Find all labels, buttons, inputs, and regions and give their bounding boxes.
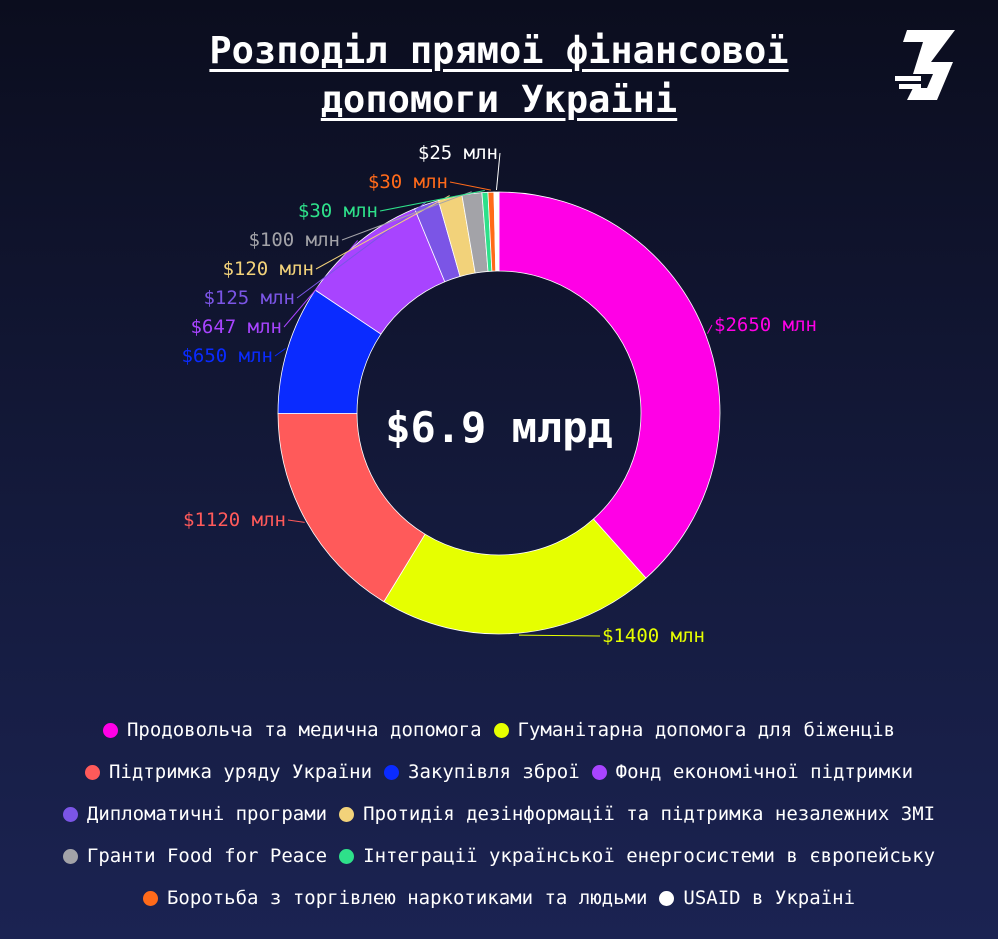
legend-label: Підтримка уряду України <box>108 761 373 783</box>
legend-item: Гранти Food for Peace <box>62 845 328 867</box>
legend-dot-icon <box>591 764 607 780</box>
legend-dot-icon <box>384 764 400 780</box>
legend-row-1: Підтримка уряду України Закупівля зброї Фо… <box>0 751 998 793</box>
center-total-label: $6.9 млрд <box>385 403 613 452</box>
legend-dot-icon <box>339 806 355 822</box>
legend-label: Дипломатичні програми <box>86 803 328 825</box>
legend-label: Гранти Food for Peace <box>86 845 328 867</box>
data-label-5: $125 млн <box>203 287 295 309</box>
legend-dot-icon <box>62 848 78 864</box>
legend-dot-icon <box>142 890 158 906</box>
donut-slice-0 <box>498 191 721 579</box>
title-line-2: допомоги Україні <box>320 78 678 121</box>
leader-line-9 <box>449 181 491 191</box>
legend-item: Дипломатичні програми <box>62 803 328 825</box>
legend-item: Фонд економічної підтримки <box>591 761 914 783</box>
legend-row-0: Продовольча та медична допомога Гуманітар… <box>0 709 998 751</box>
legend-item: Підтримка уряду України <box>84 761 373 783</box>
legend-dot-icon <box>339 848 355 864</box>
donut-chart: $2650 млн $1400 млн $1120 млн $650 млн $647 … <box>181 142 817 647</box>
legend-item: Продовольча та медична допомога <box>102 719 482 741</box>
legend-item: Боротьба з торгівлею наркотиками та людь… <box>142 887 648 909</box>
legend-dot-icon <box>102 722 118 738</box>
donut-slice-10 <box>493 191 500 272</box>
legend-dot-icon <box>62 806 78 822</box>
legend-item: Інтеграції української енергосистеми в є… <box>339 845 935 867</box>
data-label-2: $1120 млн <box>183 509 286 531</box>
data-label-10: $25 млн <box>418 142 498 164</box>
legend-row-3: Гранти Food for Peace Інтеграції українсь… <box>0 835 998 877</box>
legend-dot-icon <box>84 764 100 780</box>
legend-dot-icon <box>493 722 509 738</box>
legend-label: Фонд економічної підтримки <box>615 761 914 783</box>
legend-label: Протидія дезінформації та підтримка неза… <box>363 803 936 825</box>
legend-label: Закупівля зброї <box>408 761 580 783</box>
leader-line-2 <box>287 519 305 523</box>
legend-label: USAID в Україні <box>683 887 856 909</box>
legend: Продовольча та медична допомога Гуманітар… <box>0 709 998 919</box>
legend-label: Боротьба з торгівлею наркотиками та людь… <box>166 887 648 909</box>
data-label-3: $650 млн <box>181 345 273 367</box>
leader-line-10 <box>495 152 501 191</box>
leader-line-8 <box>379 189 485 212</box>
legend-item: Протидія дезінформації та підтримка неза… <box>339 803 935 825</box>
data-label-1: $1400 млн <box>602 625 705 647</box>
legend-dot-icon <box>659 890 675 906</box>
leader-line-5 <box>296 201 427 299</box>
leader-line-4 <box>283 240 359 328</box>
title-line-1: Розподіл прямої фінансової <box>209 29 789 72</box>
leader-line-1 <box>518 634 601 637</box>
legend-item: USAID в Україні <box>659 887 855 909</box>
leader-line-7 <box>341 191 472 241</box>
chart-title: Розподіл прямої фінансової допомоги Укра… <box>0 26 998 124</box>
data-label-7: $100 млн <box>248 229 340 251</box>
legend-label: Гуманітарна допомога для біженців <box>517 719 896 741</box>
leader-line-3 <box>274 348 286 357</box>
legend-item: Закупівля зброї <box>384 761 580 783</box>
logo-icon <box>895 30 955 100</box>
data-label-0: $2650 млн <box>714 314 817 336</box>
data-label-6: $120 млн <box>222 258 314 280</box>
data-label-8: $30 млн <box>298 200 378 222</box>
legend-row-4: Боротьба з торгівлею наркотиками та людь… <box>0 877 998 919</box>
legend-item: Гуманітарна допомога для біженців <box>493 719 896 741</box>
legend-row-2: Дипломатичні програми Протидія дезінформа… <box>0 793 998 835</box>
legend-label: Продовольча та медична допомога <box>126 719 482 741</box>
leader-line-0 <box>706 324 713 334</box>
legend-label: Інтеграції української енергосистеми в є… <box>363 845 936 867</box>
data-label-9: $30 млн <box>368 171 448 193</box>
data-label-4: $647 млн <box>190 316 282 338</box>
